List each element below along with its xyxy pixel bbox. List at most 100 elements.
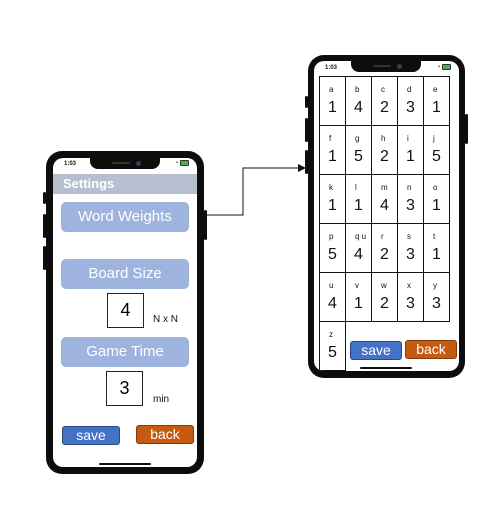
status-icons: ◔	[175, 160, 189, 167]
battery-icon	[442, 64, 451, 70]
camera	[397, 64, 402, 69]
cell-letter: x	[407, 281, 411, 290]
silent-switch	[305, 96, 308, 108]
letter-cell[interactable]: q u 4	[345, 223, 372, 273]
volume-down-button	[305, 150, 308, 174]
cell-weight: 3	[406, 99, 415, 116]
cell-weight: 5	[432, 148, 441, 165]
cell-letter: z	[329, 330, 333, 339]
cell-letter: g	[355, 134, 360, 143]
cell-letter: j	[433, 134, 435, 143]
game-time-label: Game Time	[61, 337, 189, 367]
cell-weight: 5	[354, 148, 363, 165]
cell-letter: h	[381, 134, 386, 143]
cell-letter: f	[329, 134, 332, 143]
cell-letter: q u	[355, 232, 367, 241]
wifi-icon: ◔	[436, 64, 441, 71]
cell-letter: y	[433, 281, 437, 290]
cell-letter: u	[329, 281, 334, 290]
cell-letter: s	[407, 232, 411, 241]
settings-screen: 1:03 ◔ Settings Word Weights Board Size …	[53, 158, 197, 467]
cell-weight: 5	[328, 344, 337, 361]
word-weights-button[interactable]: Word Weights	[61, 202, 189, 232]
cell-letter: p	[329, 232, 334, 241]
cell-weight: 4	[380, 197, 389, 214]
power-button	[204, 210, 207, 240]
cell-letter: t	[433, 232, 436, 241]
board-size-input[interactable]: 4	[107, 293, 144, 328]
cell-weight: 2	[380, 246, 389, 263]
board-size-unit: N x N	[153, 314, 178, 325]
game-time-input[interactable]: 3	[106, 371, 143, 406]
notch	[90, 158, 160, 169]
wifi-icon: ◔	[174, 160, 179, 167]
cell-weight: 2	[380, 99, 389, 116]
notch	[351, 61, 421, 72]
cell-weight: 1	[406, 148, 415, 165]
cell-letter: a	[329, 85, 334, 94]
cell-letter: l	[355, 183, 357, 192]
cell-weight: 3	[406, 295, 415, 312]
home-indicator	[99, 463, 151, 465]
cell-weight: 5	[328, 246, 337, 263]
cell-weight: 2	[380, 295, 389, 312]
cell-weight: 1	[354, 197, 363, 214]
cell-letter: n	[407, 183, 412, 192]
volume-up-button	[305, 118, 308, 142]
cell-letter: e	[433, 85, 438, 94]
cell-letter: r	[381, 232, 384, 241]
cell-weight: 1	[354, 295, 363, 312]
volume-down-button	[43, 246, 46, 270]
cell-weight: 1	[432, 197, 441, 214]
home-indicator	[360, 367, 412, 369]
board-size-label: Board Size	[61, 259, 189, 289]
game-time-unit: min	[153, 394, 170, 405]
cell-letter: o	[433, 183, 438, 192]
cell-letter: d	[407, 85, 412, 94]
cell-weight: 1	[432, 246, 441, 263]
cell-letter: c	[381, 85, 385, 94]
speaker	[373, 65, 391, 67]
save-button[interactable]: save	[350, 341, 402, 360]
silent-switch	[43, 192, 46, 204]
cell-letter: w	[381, 281, 387, 290]
battery-icon	[180, 160, 189, 166]
save-button[interactable]: save	[62, 426, 120, 445]
cell-weight: 3	[406, 246, 415, 263]
status-time: 1:03	[325, 65, 338, 71]
cell-letter: m	[381, 183, 388, 192]
cell-weight: 1	[328, 148, 337, 165]
cell-letter: b	[355, 85, 360, 94]
cell-weight: 4	[328, 295, 337, 312]
cell-weight: 1	[432, 99, 441, 116]
status-time: 1:03	[64, 161, 77, 167]
back-button[interactable]: back	[136, 425, 194, 444]
back-button[interactable]: back	[405, 340, 457, 359]
